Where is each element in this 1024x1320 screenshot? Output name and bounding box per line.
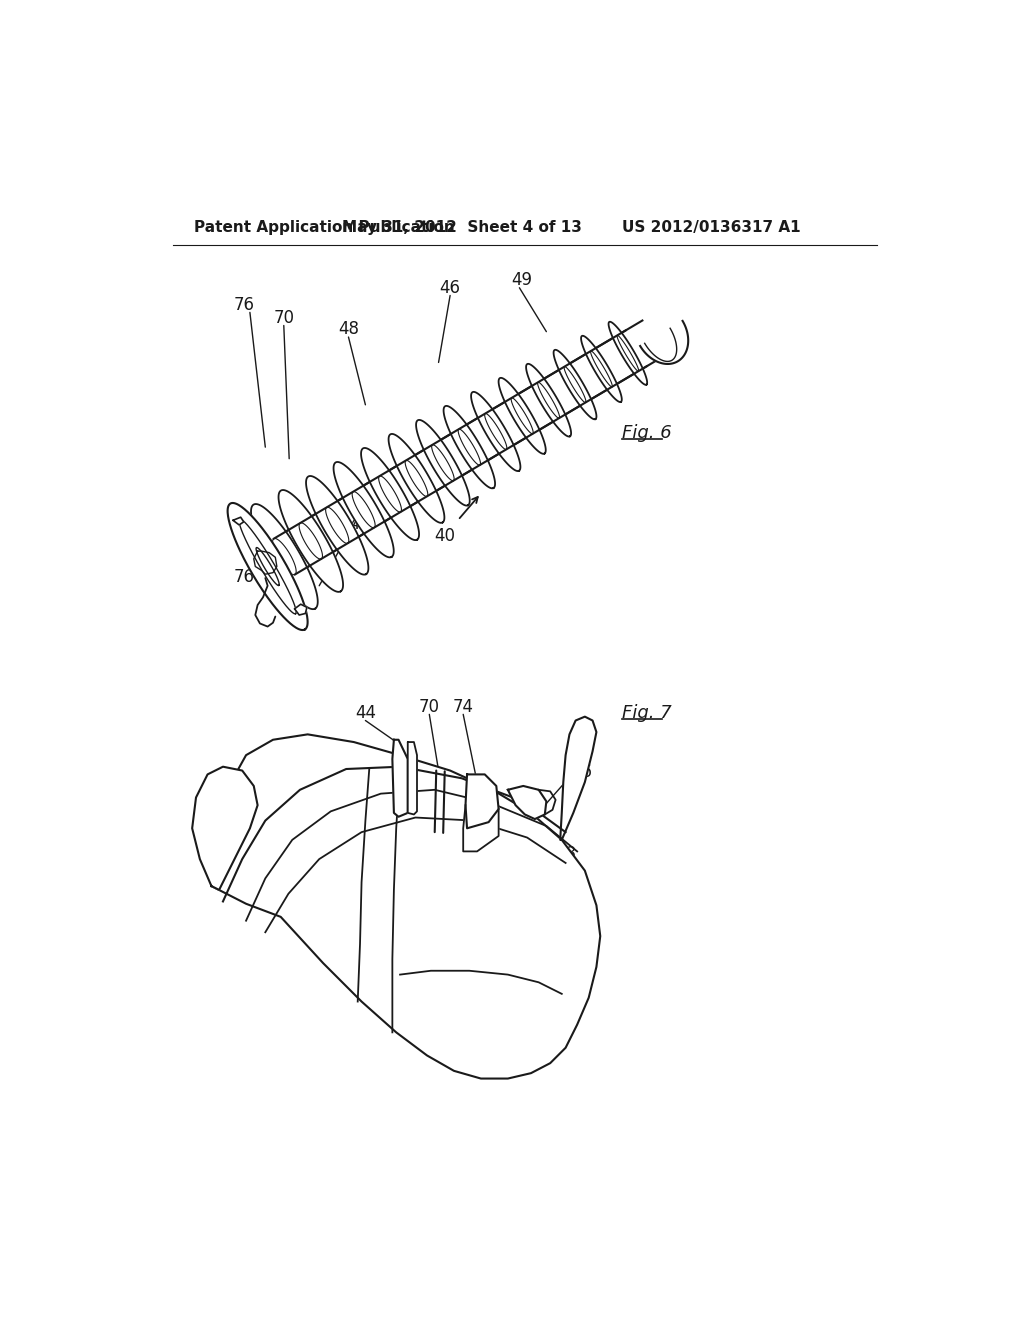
Text: 72: 72: [233, 532, 255, 549]
Text: May 31, 2012  Sheet 4 of 13: May 31, 2012 Sheet 4 of 13: [342, 220, 582, 235]
Text: 40: 40: [434, 527, 456, 545]
Polygon shape: [443, 405, 495, 488]
Polygon shape: [251, 504, 317, 609]
Polygon shape: [463, 805, 499, 851]
Text: 70: 70: [419, 698, 440, 715]
Polygon shape: [526, 364, 571, 437]
Polygon shape: [560, 717, 596, 840]
Text: US 2012/0136317 A1: US 2012/0136317 A1: [622, 220, 801, 235]
Polygon shape: [466, 775, 499, 829]
Polygon shape: [392, 739, 408, 817]
Polygon shape: [211, 734, 600, 1078]
Polygon shape: [499, 378, 546, 454]
Text: Fig. 6: Fig. 6: [622, 424, 672, 442]
Polygon shape: [279, 490, 343, 591]
Text: Patent Application Publication: Patent Application Publication: [194, 220, 455, 235]
Polygon shape: [508, 785, 547, 818]
Text: 46: 46: [439, 279, 461, 297]
Text: 76: 76: [234, 297, 255, 314]
Text: 49: 49: [511, 271, 532, 289]
Text: 74: 74: [453, 698, 474, 715]
Text: 76: 76: [234, 568, 255, 586]
Text: 44: 44: [355, 704, 376, 722]
Text: 76: 76: [571, 763, 592, 781]
Text: 44: 44: [349, 515, 371, 533]
Text: 48: 48: [555, 845, 577, 863]
Polygon shape: [581, 335, 622, 403]
Polygon shape: [193, 767, 258, 890]
Polygon shape: [295, 605, 307, 615]
Polygon shape: [608, 322, 647, 385]
Polygon shape: [416, 420, 470, 506]
Polygon shape: [227, 503, 307, 630]
Polygon shape: [388, 434, 444, 523]
Polygon shape: [471, 392, 520, 471]
Polygon shape: [233, 517, 244, 525]
Text: 70: 70: [273, 309, 294, 327]
Text: 48: 48: [338, 321, 359, 338]
Polygon shape: [334, 462, 394, 557]
Polygon shape: [640, 321, 688, 364]
Text: Fig. 7: Fig. 7: [622, 704, 672, 722]
Polygon shape: [361, 447, 419, 540]
Polygon shape: [554, 350, 596, 420]
Polygon shape: [408, 742, 417, 814]
Polygon shape: [306, 477, 369, 574]
